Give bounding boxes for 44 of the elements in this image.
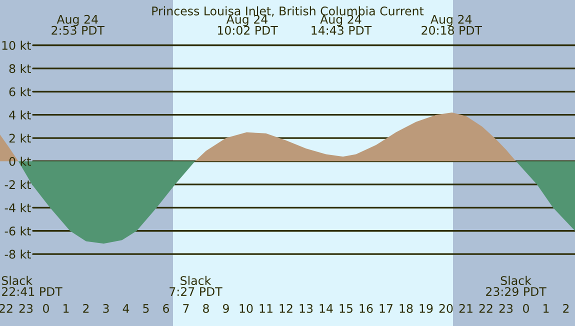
x-tick-label: 7 <box>183 304 189 313</box>
x-tick-label: 0 <box>43 304 49 313</box>
annotation: Slack 23:29 PDT <box>486 276 546 296</box>
y-tick-label: -2 kt <box>4 180 31 189</box>
x-tick-label: 22 <box>479 304 492 313</box>
x-tick-label: 0 <box>523 304 529 313</box>
y-tick-label: 8 kt <box>9 64 31 74</box>
x-tick-label: 4 <box>122 304 130 313</box>
x-tick-label: 21 <box>459 304 472 313</box>
x-tick-label: 2 <box>83 304 89 313</box>
x-tick-label: 9 <box>222 304 229 313</box>
y-tick-label: -8 kt <box>4 250 31 259</box>
x-tick-label: 10 <box>240 304 253 313</box>
y-tick-label: 10 kt <box>2 40 31 50</box>
x-tick-label: 1 <box>64 304 69 313</box>
x-tick-label: 23 <box>499 304 513 313</box>
annotation: Aug 24 14:43 PDT <box>312 14 372 35</box>
x-tick-label: 23 <box>19 304 33 313</box>
x-tick-label: 19 <box>420 304 433 313</box>
x-tick-label: 8 <box>203 304 209 313</box>
x-tick-label: 17 <box>380 304 392 313</box>
x-tick-label: 5 <box>143 304 149 313</box>
x-tick-label: 1 <box>544 304 549 313</box>
y-tick-label: 6 kt <box>9 87 31 96</box>
y-tick-label: 4 kt <box>9 110 31 120</box>
x-tick-label: 6 <box>163 304 170 313</box>
x-tick-label: 18 <box>400 304 413 313</box>
x-tick-label: 15 <box>340 304 352 313</box>
x-tick-label: 16 <box>360 304 373 313</box>
annotation: Slack 22:41 PDT <box>2 276 62 296</box>
x-tick-label: 3 <box>103 304 109 313</box>
annotation: Aug 24 2:53 PDT <box>52 14 104 35</box>
chart-title: Princess Louisa Inlet, British Columbia Current <box>152 6 424 17</box>
y-tick-label: -6 kt <box>4 226 31 236</box>
x-tick-label: 13 <box>300 304 313 313</box>
y-tick-label: -4 kt <box>4 203 31 212</box>
x-tick-label: 2 <box>563 304 569 313</box>
annotation: Aug 24 20:18 PDT <box>422 14 482 35</box>
x-tick-label: 12 <box>280 304 292 313</box>
annotation: Slack 7:27 PDT <box>170 276 222 296</box>
x-tick-label: 20 <box>439 304 453 313</box>
y-tick-label: 2 kt <box>9 134 31 143</box>
x-tick-label: 11 <box>260 304 272 313</box>
x-tick-label: 14 <box>320 304 333 313</box>
